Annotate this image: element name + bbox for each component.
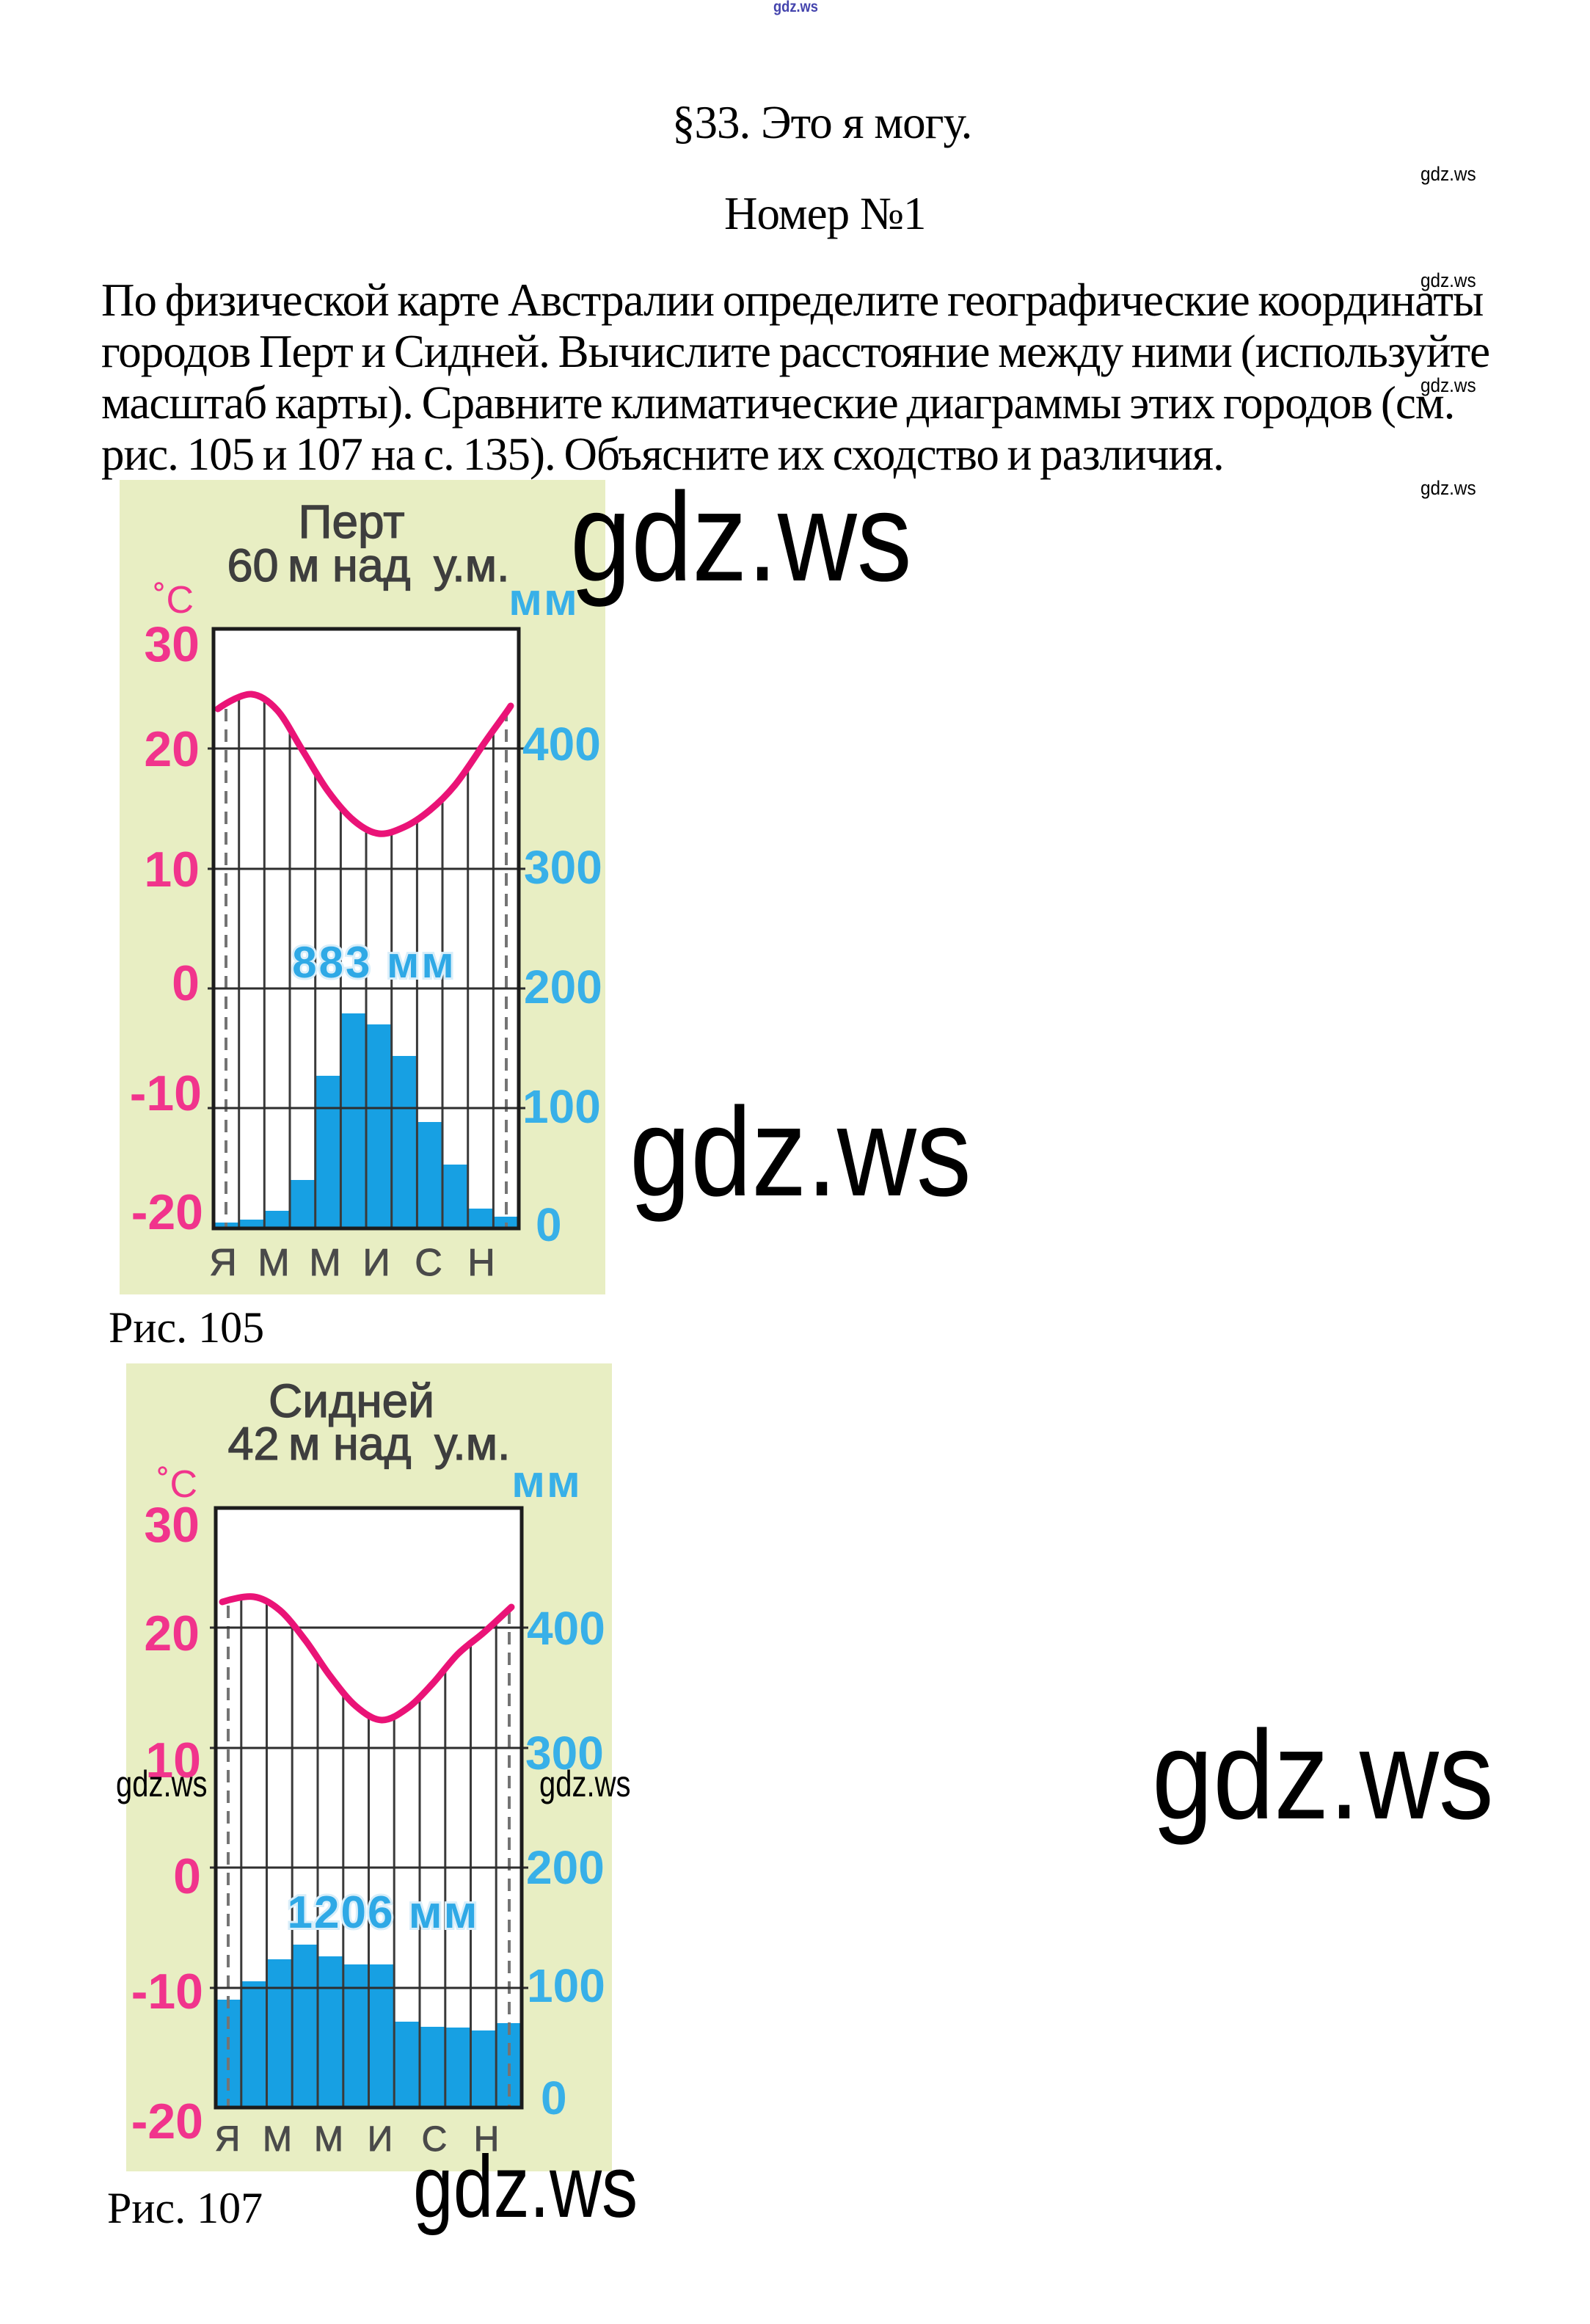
svg-text:200: 200 — [526, 1841, 605, 1894]
svg-text:Сидней: Сидней — [269, 1374, 434, 1427]
svg-text:0: 0 — [536, 1198, 562, 1251]
svg-text:-20: -20 — [131, 2094, 203, 2149]
svg-text:мм: мм — [511, 1457, 582, 1507]
svg-text:Н: Н — [467, 1242, 495, 1284]
svg-text:20: 20 — [144, 721, 200, 777]
svg-text:С: С — [422, 2120, 448, 2159]
svg-text:0: 0 — [172, 955, 200, 1011]
svg-text:400: 400 — [522, 718, 601, 771]
svg-text:˚C: ˚C — [157, 1463, 197, 1506]
svg-text:0: 0 — [173, 1848, 201, 1904]
svg-text:И: И — [368, 2120, 393, 2159]
svg-text:М: М — [258, 1242, 289, 1284]
svg-text:Я: Я — [209, 1242, 237, 1284]
svg-text:10: 10 — [144, 842, 200, 897]
svg-text:мм: мм — [508, 575, 579, 625]
svg-text:-20: -20 — [131, 1184, 203, 1240]
svg-text:М: М — [309, 1242, 340, 1284]
svg-text:С: С — [415, 1242, 442, 1284]
svg-text:И: И — [362, 1242, 390, 1284]
svg-text:М: М — [314, 2120, 343, 2159]
svg-text:300: 300 — [524, 841, 602, 894]
svg-text:100: 100 — [522, 1080, 601, 1133]
svg-text:300: 300 — [525, 1727, 604, 1780]
svg-text:0: 0 — [541, 2072, 567, 2124]
svg-text:400: 400 — [527, 1602, 605, 1655]
svg-text:-10: -10 — [130, 1066, 202, 1121]
svg-text:10: 10 — [145, 1733, 201, 1788]
svg-text:100: 100 — [527, 1959, 605, 2012]
svg-text:30: 30 — [144, 1497, 200, 1553]
svg-text:Н: Н — [474, 2120, 500, 2159]
svg-text:30: 30 — [144, 616, 200, 672]
svg-text:-10: -10 — [131, 1964, 203, 2019]
svg-text:42 м над у.м.: 42 м над у.м. — [227, 1418, 510, 1470]
svg-text:20: 20 — [144, 1606, 200, 1661]
svg-text:˚C: ˚C — [153, 579, 194, 622]
svg-text:60 м над у.м.: 60 м над у.м. — [227, 540, 509, 591]
svg-text:883 мм: 883 мм — [292, 938, 456, 987]
svg-text:Перт: Перт — [298, 495, 404, 548]
svg-text:М: М — [263, 2120, 292, 2159]
svg-text:200: 200 — [524, 961, 602, 1013]
svg-text:Я: Я — [215, 2120, 241, 2159]
svg-text:1206 мм: 1206 мм — [288, 1887, 479, 1938]
